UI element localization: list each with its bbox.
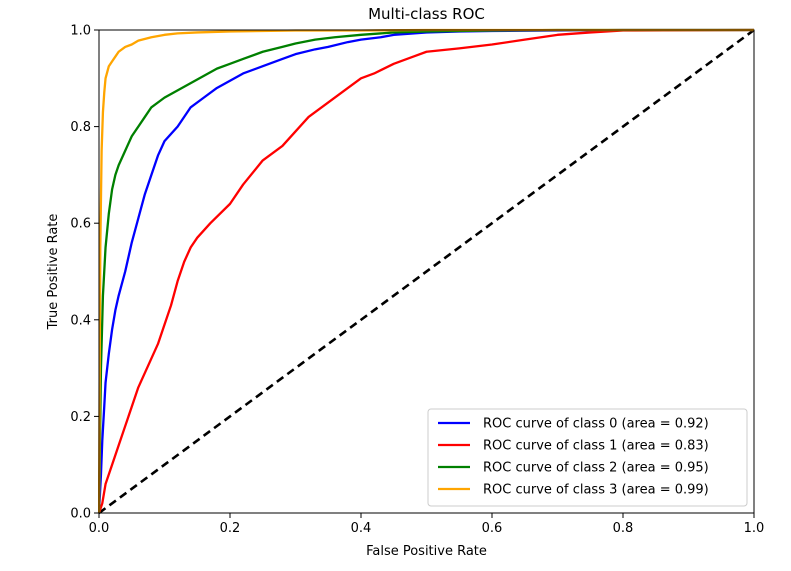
y-tick-label: 0.0 (70, 507, 91, 522)
plot-area (98, 28, 755, 514)
roc-curve-class-2 (98, 28, 754, 514)
axes-frame (98, 29, 755, 514)
y-tick-label: 0.4 (70, 313, 91, 328)
y-tick-label: 0.2 (70, 410, 91, 425)
axes: 0.0 0.2 0.4 0.6 0.8 1.0 0.0 0.2 0.4 0.6 0.8 1.0 (70, 24, 764, 537)
x-tick-label: 0.6 (482, 521, 503, 536)
y-axis-label: True Positive Rate (46, 214, 61, 331)
y-tick-label: 0.8 (70, 120, 91, 135)
chart-title: Multi-class ROC (368, 5, 485, 23)
x-tick-label: 0.4 (351, 521, 372, 536)
legend: ROC curve of class 0 (area = 0.92) ROC cu… (427, 408, 748, 507)
y-tick-label: 1.0 (70, 24, 91, 39)
roc-curve-class-1 (98, 28, 755, 514)
x-axis-label: False Positive Rate (366, 544, 487, 559)
x-tick-label: 0.2 (220, 521, 241, 536)
chance-diagonal-line (98, 28, 755, 514)
legend-box (427, 408, 748, 507)
legend-entry-label: ROC curve of class 0 (area = 0.92) (483, 417, 709, 432)
roc-curve-class-0 (98, 28, 754, 514)
legend-entry-label: ROC curve of class 3 (area = 0.99) (483, 483, 709, 498)
y-tick-label: 0.6 (70, 217, 91, 232)
x-tick-label: 1.0 (744, 521, 765, 536)
x-tick-label: 0.8 (613, 521, 634, 536)
legend-entry-label: ROC curve of class 2 (area = 0.95) (483, 461, 709, 476)
x-tick-label: 0.0 (89, 521, 110, 536)
legend-entry-label: ROC curve of class 1 (area = 0.83) (483, 439, 709, 454)
